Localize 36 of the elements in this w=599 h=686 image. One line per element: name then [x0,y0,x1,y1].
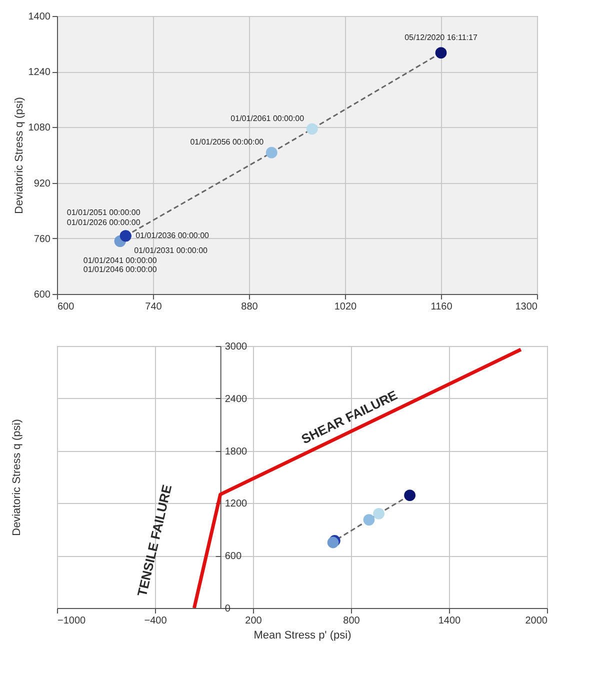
x-tick-label: 740 [145,302,162,312]
y-tick-label: 1080 [28,122,51,134]
y-tick-label: 600 [224,551,242,562]
x-tick-label: −1000 [58,616,86,626]
x-tick-label: 1300 [515,302,538,312]
x-tick-label: 1020 [334,302,358,312]
y-axis-title: Deviatoric Stress q (psi) [11,419,23,536]
y-tick-label: 1200 [224,498,248,510]
x-tick-label: −400 [144,616,168,626]
x-tick-label: 800 [343,616,360,626]
text: 01/01/2046 00:00:00 [83,265,158,274]
series-label: 05/12/2020 16:11:17 [404,32,478,42]
annotation: TENSILE FAILURE [134,482,175,598]
series-label: 01/01/2026 00:00:00 [66,218,141,227]
y-tick-label: 3000 [224,342,248,352]
series-label: 01/01/2041 00:00:00 [83,256,158,266]
y-tick-label: 600 [34,290,51,300]
y-tick-label: 760 [34,234,51,245]
x-tick-label: 1400 [438,616,462,626]
series-label: 01/01/2061 00:00:00 [230,114,305,123]
y-tick-label: 1240 [28,67,51,78]
series-label: 01/01/2031 00:00:00 [134,246,208,256]
x-tick-label: 600 [58,302,75,312]
x-axis-title: Mean Stress p' (psi) [254,630,352,642]
y-tick-label: 1800 [224,446,248,458]
text: 01/01/2051 00:00:00 [66,208,141,217]
y-tick-label: 920 [34,178,51,190]
x-tick-label: 880 [241,302,258,312]
y-tick-label: 1400 [28,12,51,22]
x-tick-label: 2000 [525,616,548,626]
x-tick-label: 200 [245,616,262,626]
x-tick-label: 1160 [430,302,453,312]
series-label: 01/01/2036 00:00:00 [136,230,210,240]
series-label: 01/01/2056 00:00:00 [190,138,264,147]
y-tick-label: 2400 [224,394,248,405]
y-axis-title: Deviatoric Stress q (psi) [13,97,26,214]
